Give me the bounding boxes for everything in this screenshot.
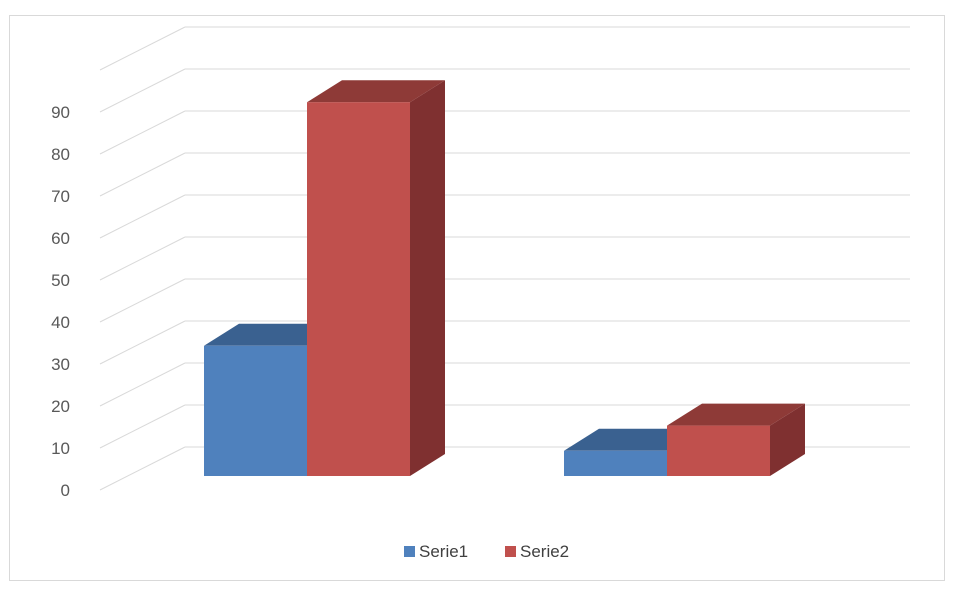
bar-layer (204, 80, 805, 476)
y-tick-label: 30 (51, 355, 70, 374)
bar-top-face (667, 403, 805, 426)
y-tick-label: 20 (51, 397, 70, 416)
gridline-side (99, 404, 186, 449)
bar-serie2-1 (307, 80, 445, 476)
gridline-side (99, 110, 186, 155)
legend: Serie1 Serie2 (404, 542, 569, 561)
bar-front-face (204, 345, 307, 476)
bar-top-face (307, 80, 445, 103)
legend-swatch (505, 546, 516, 557)
legend-label: Serie1 (419, 542, 468, 561)
bar-front-face (564, 450, 667, 476)
y-tick-label: 70 (51, 187, 70, 206)
y-tick-label: 0 (61, 481, 70, 500)
y-tick-label: 90 (51, 103, 70, 122)
gridline-side (99, 152, 186, 197)
y-tick-label: 50 (51, 271, 70, 290)
bar-side-face (770, 403, 805, 476)
gridline-side (99, 194, 186, 239)
bar-serie2-2 (667, 403, 805, 476)
y-tick-label: 80 (51, 145, 70, 164)
gridline-side (99, 68, 186, 113)
gridline-side (99, 320, 186, 365)
bar-side-face (410, 80, 445, 476)
y-tick-label: 40 (51, 313, 70, 332)
gridline-side (99, 446, 186, 491)
legend-label: Serie2 (520, 542, 569, 561)
y-tick-label: 60 (51, 229, 70, 248)
y-axis-tick-labels: 0 10 20 30 40 50 60 70 80 90 (51, 103, 70, 500)
bar-front-face (307, 102, 410, 476)
gridline-side (99, 26, 186, 71)
legend-item-serie2: Serie2 (505, 542, 569, 561)
gridline-side (99, 278, 186, 323)
y-tick-label: 10 (51, 439, 70, 458)
legend-item-serie1: Serie1 (404, 542, 468, 561)
chart-border (9, 15, 945, 581)
bar-front-face (667, 425, 770, 476)
gridline-side (99, 362, 186, 407)
gridline-side (99, 236, 186, 281)
legend-swatch (404, 546, 415, 557)
